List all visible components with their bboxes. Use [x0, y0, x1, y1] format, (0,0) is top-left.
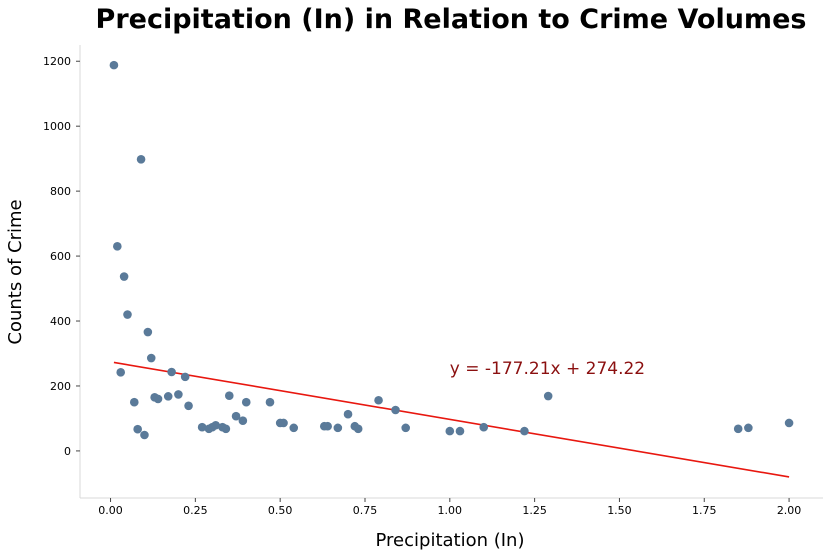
x-tick-label: 0.25	[183, 504, 208, 517]
data-point	[224, 391, 234, 401]
data-point	[140, 430, 149, 440]
y-tick-label: 1000	[43, 120, 71, 133]
data-point	[289, 423, 299, 433]
x-tick-label: 2.00	[777, 504, 802, 517]
x-tick-label: 1.00	[438, 504, 463, 517]
data-point	[279, 418, 288, 428]
data-point	[520, 426, 529, 436]
data-point	[241, 397, 251, 407]
data-point	[109, 60, 119, 70]
data-point	[231, 411, 241, 421]
x-tick-label: 0.50	[268, 504, 293, 517]
y-tick-label: 200	[50, 380, 71, 393]
data-point	[323, 421, 332, 431]
data-point	[401, 423, 410, 433]
x-tick-label: 1.50	[607, 504, 632, 517]
y-tick-label: 600	[50, 250, 71, 263]
data-point	[197, 422, 207, 432]
y-tick-label: 800	[50, 185, 71, 198]
data-point	[543, 391, 553, 401]
data-point	[211, 420, 221, 430]
axes	[79, 45, 823, 499]
data-point	[116, 368, 126, 377]
data-point	[784, 418, 794, 428]
data-point	[391, 405, 400, 415]
y-axis-label: Counts of Crime	[5, 199, 26, 344]
data-point	[133, 424, 142, 434]
x-tick-label: 1.25	[522, 504, 547, 517]
data-point	[153, 394, 163, 404]
x-tick-label: 0.75	[353, 504, 378, 517]
x-tick-label: 0.00	[98, 504, 123, 517]
data-point	[374, 395, 383, 405]
data-point	[221, 424, 231, 434]
data-point	[184, 401, 193, 411]
data-point	[744, 423, 753, 433]
data-point	[123, 310, 132, 319]
data-point	[265, 397, 275, 407]
data-point	[238, 416, 248, 426]
data-point	[113, 242, 122, 251]
data-point	[353, 424, 363, 434]
y-tick-label: 1200	[43, 55, 71, 68]
regression-equation: y = -177.21x + 274.22	[450, 359, 645, 379]
regression-line-group	[113, 361, 790, 478]
data-point	[129, 397, 139, 407]
ticks: 0.00 0.25 0.50 0.75 1.00 1.25 1.50 1.75 2.00 0 200…	[43, 55, 801, 517]
x-tick-label: 1.75	[692, 504, 717, 517]
data-point	[143, 327, 153, 337]
data-point	[733, 424, 743, 434]
data-point	[146, 353, 156, 363]
chart-title: Precipitation (In) in Relation to Crime …	[96, 4, 807, 35]
data-point	[445, 426, 455, 436]
data-point	[455, 426, 465, 436]
regression-line	[113, 361, 790, 478]
data-point	[167, 367, 176, 377]
data-point	[163, 392, 173, 401]
data-points	[109, 60, 794, 440]
data-point	[180, 372, 190, 382]
data-point	[333, 423, 343, 433]
data-point	[119, 272, 129, 281]
y-tick-label: 400	[50, 315, 71, 328]
data-point	[479, 422, 489, 432]
x-axis-label: Precipitation (In)	[376, 530, 525, 551]
y-tick-label: 0	[64, 445, 71, 458]
data-point	[174, 390, 183, 399]
data-point	[343, 409, 353, 419]
data-point	[136, 155, 146, 164]
